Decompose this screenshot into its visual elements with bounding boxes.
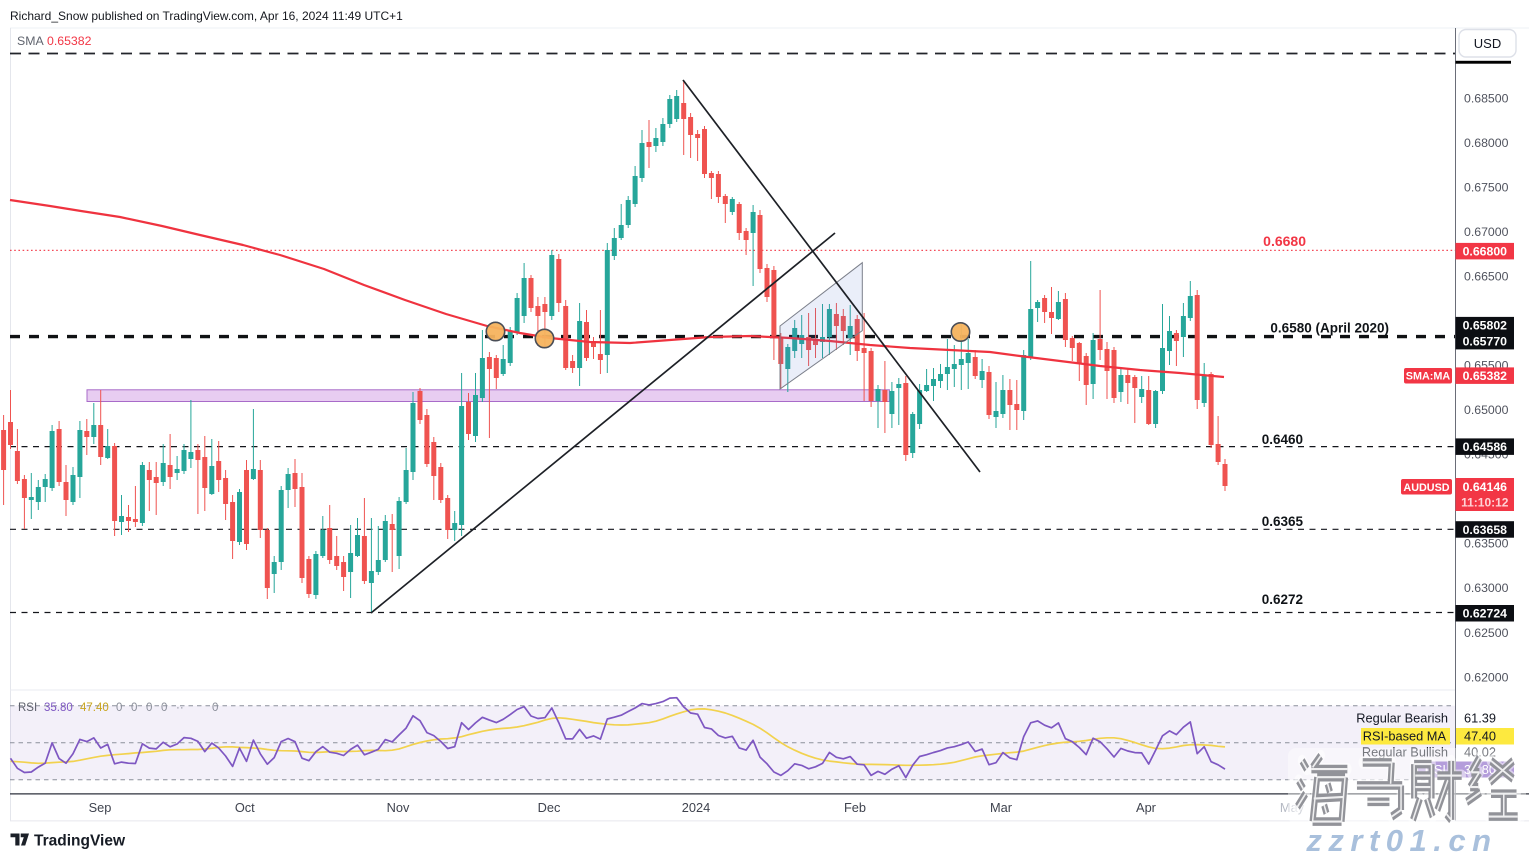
svg-text:Regular Bearish: Regular Bearish [1356, 711, 1448, 726]
svg-text:2024: 2024 [682, 800, 710, 815]
svg-text:0.63500: 0.63500 [1464, 537, 1509, 551]
svg-text:0.6680: 0.6680 [1263, 233, 1306, 249]
svg-text:0.62724: 0.62724 [1463, 607, 1508, 621]
svg-text:Oct: Oct [235, 800, 255, 815]
svg-text:0.65382: 0.65382 [1463, 369, 1508, 383]
svg-text:0.62000: 0.62000 [1464, 670, 1509, 684]
svg-text:0.67000: 0.67000 [1464, 225, 1509, 239]
svg-text:35.80: 35.80 [44, 702, 73, 714]
svg-text:0: 0 [131, 702, 137, 714]
svg-text:11:10:12: 11:10:12 [1461, 496, 1509, 510]
svg-text:0.66500: 0.66500 [1464, 270, 1509, 284]
svg-text:RSI: RSI [18, 702, 37, 714]
svg-text:0.6460: 0.6460 [1262, 432, 1303, 447]
svg-text:RSI-based MA: RSI-based MA [1363, 729, 1447, 744]
svg-text:··: ·· [176, 702, 184, 714]
svg-text:0: 0 [146, 702, 152, 714]
svg-text:0: 0 [161, 702, 167, 714]
svg-text:0.63000: 0.63000 [1464, 581, 1509, 595]
svg-text:TradingView: TradingView [34, 833, 126, 850]
svg-text:SMA:MA: SMA:MA [1406, 371, 1451, 383]
svg-text:0.6272: 0.6272 [1262, 592, 1303, 607]
svg-text:0: 0 [212, 702, 218, 714]
svg-text:61.39: 61.39 [1464, 711, 1496, 726]
svg-text:Sep: Sep [89, 800, 112, 815]
svg-text:0.65382: 0.65382 [47, 34, 92, 48]
svg-text:0.65000: 0.65000 [1464, 403, 1509, 417]
svg-text:Mar: Mar [990, 800, 1013, 815]
svg-text:47.40: 47.40 [80, 702, 109, 714]
svg-text:Nov: Nov [387, 800, 410, 815]
svg-text:SMA: SMA [17, 34, 44, 48]
svg-text:0.62500: 0.62500 [1464, 626, 1509, 640]
svg-text:0.67500: 0.67500 [1464, 180, 1509, 194]
svg-text:0.64146: 0.64146 [1463, 480, 1508, 494]
svg-text:Dec: Dec [538, 800, 561, 815]
svg-text:0.68000: 0.68000 [1464, 136, 1509, 150]
svg-text:Feb: Feb [844, 800, 866, 815]
svg-text:Richard_Snow published on Trad: Richard_Snow published on TradingView.co… [10, 9, 403, 23]
svg-text:47.40: 47.40 [1464, 729, 1496, 744]
svg-text:Regular Bullish: Regular Bullish [1362, 745, 1448, 760]
svg-text:0.6365: 0.6365 [1262, 514, 1304, 529]
svg-text:0.64586: 0.64586 [1463, 440, 1508, 454]
svg-text:0.63658: 0.63658 [1463, 523, 1508, 537]
svg-text:0.65802: 0.65802 [1463, 319, 1508, 333]
svg-text:zzrt01.cn: zzrt01.cn [1305, 823, 1497, 857]
svg-text:0.65770: 0.65770 [1463, 335, 1508, 349]
svg-text:0.66800: 0.66800 [1463, 245, 1508, 259]
svg-text:Apr: Apr [1136, 800, 1157, 815]
svg-text:AUDUSD: AUDUSD [1403, 482, 1449, 494]
svg-text:0.68500: 0.68500 [1464, 91, 1509, 105]
svg-text:0: 0 [116, 702, 122, 714]
svg-text:USD: USD [1474, 36, 1501, 51]
svg-text:0.6580 (April 2020): 0.6580 (April 2020) [1270, 321, 1389, 336]
